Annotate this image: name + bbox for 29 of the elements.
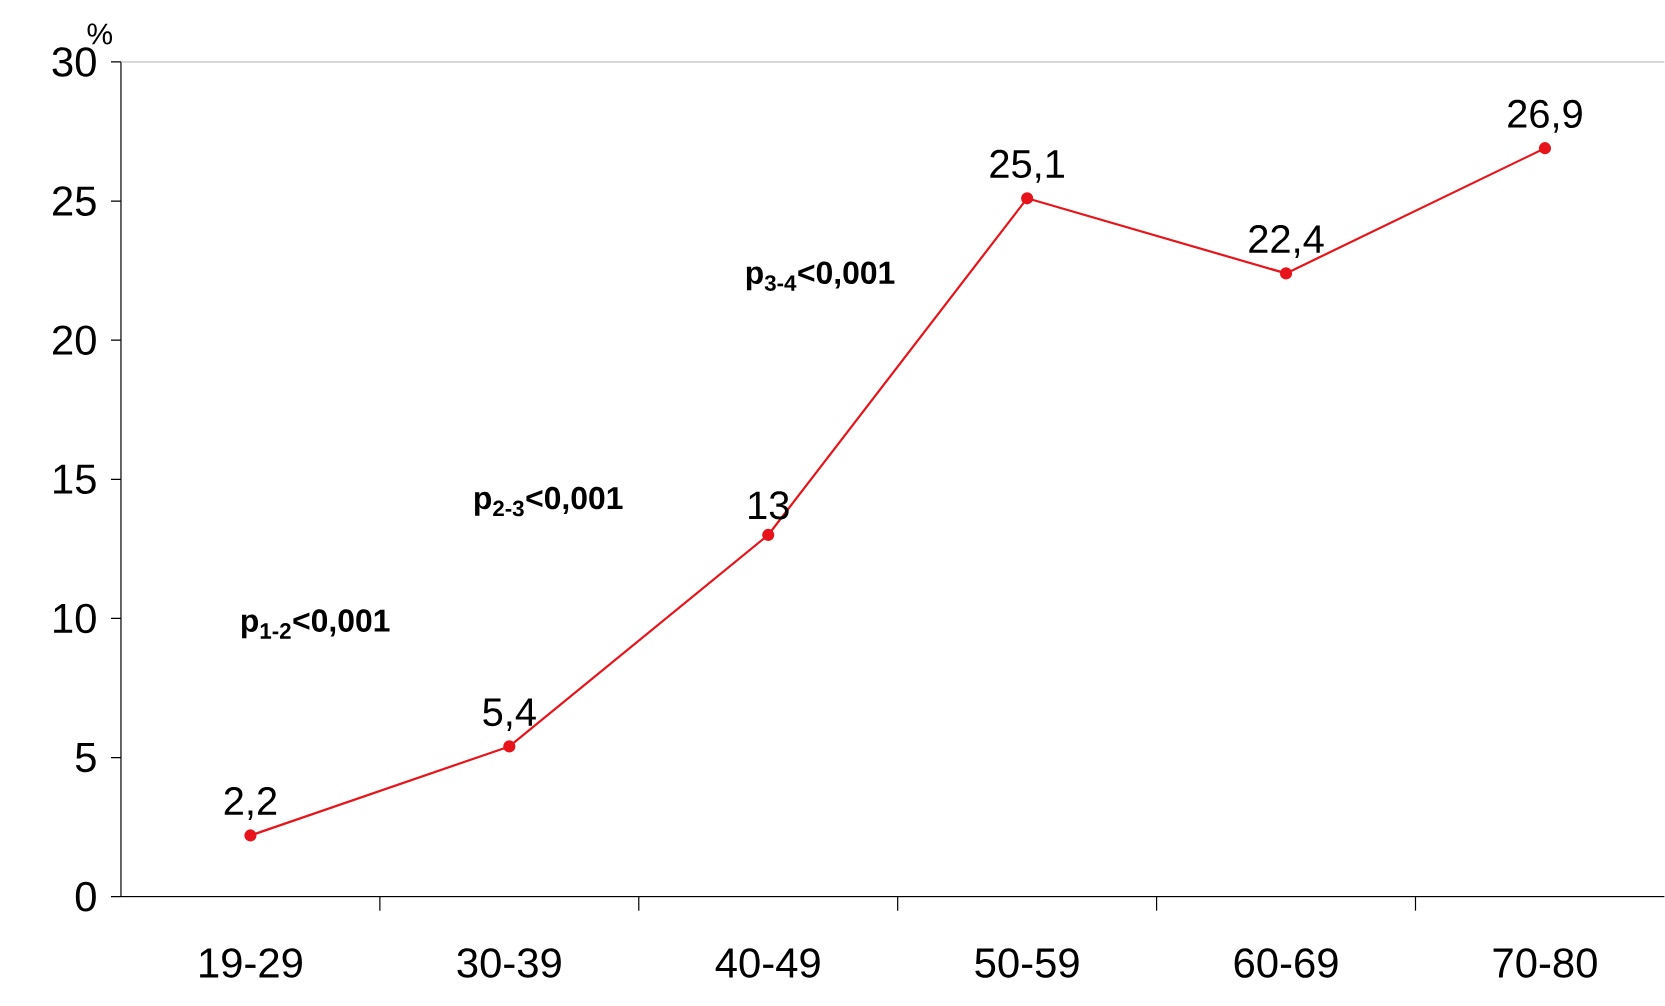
y-axis-title: % (87, 23, 113, 45)
y-tick-label: 20 (53, 325, 96, 356)
data-label: 2,2 (224, 787, 277, 821)
y-tick-label: 25 (53, 186, 96, 217)
point (1021, 192, 1034, 205)
y-tick-label: 15 (54, 464, 96, 495)
y-tick-label: 30 (52, 47, 96, 77)
point (1279, 267, 1293, 280)
point (503, 740, 516, 753)
data-label: 25,1 (990, 150, 1064, 183)
annotation: p$_{1-2}$<0,001 (241, 609, 390, 639)
y-tick-label: 5 (75, 743, 96, 773)
annotation: p$_{3-4}$<0,001 (746, 261, 895, 292)
x-tick-label: 70-80 (1493, 948, 1597, 978)
point (1538, 142, 1552, 155)
annotation: p$_{2-3}$<0,001 (474, 486, 623, 517)
data-label: 13 (749, 491, 789, 520)
data-label: 26,9 (1508, 99, 1582, 133)
data-label: 5,4 (483, 698, 536, 732)
y-tick-label: 10 (54, 603, 96, 634)
x-tick-label: 19-29 (200, 948, 302, 978)
x-tick-label: 30-39 (457, 948, 561, 978)
x-tick-label: 60-69 (1234, 948, 1338, 978)
x-tick-label: 40-49 (715, 948, 820, 978)
y-tick-label: 0 (75, 882, 96, 912)
point (244, 829, 257, 842)
point (762, 529, 775, 542)
x-tick-label: 50-59 (975, 948, 1079, 978)
data-label: 22,4 (1249, 225, 1324, 259)
